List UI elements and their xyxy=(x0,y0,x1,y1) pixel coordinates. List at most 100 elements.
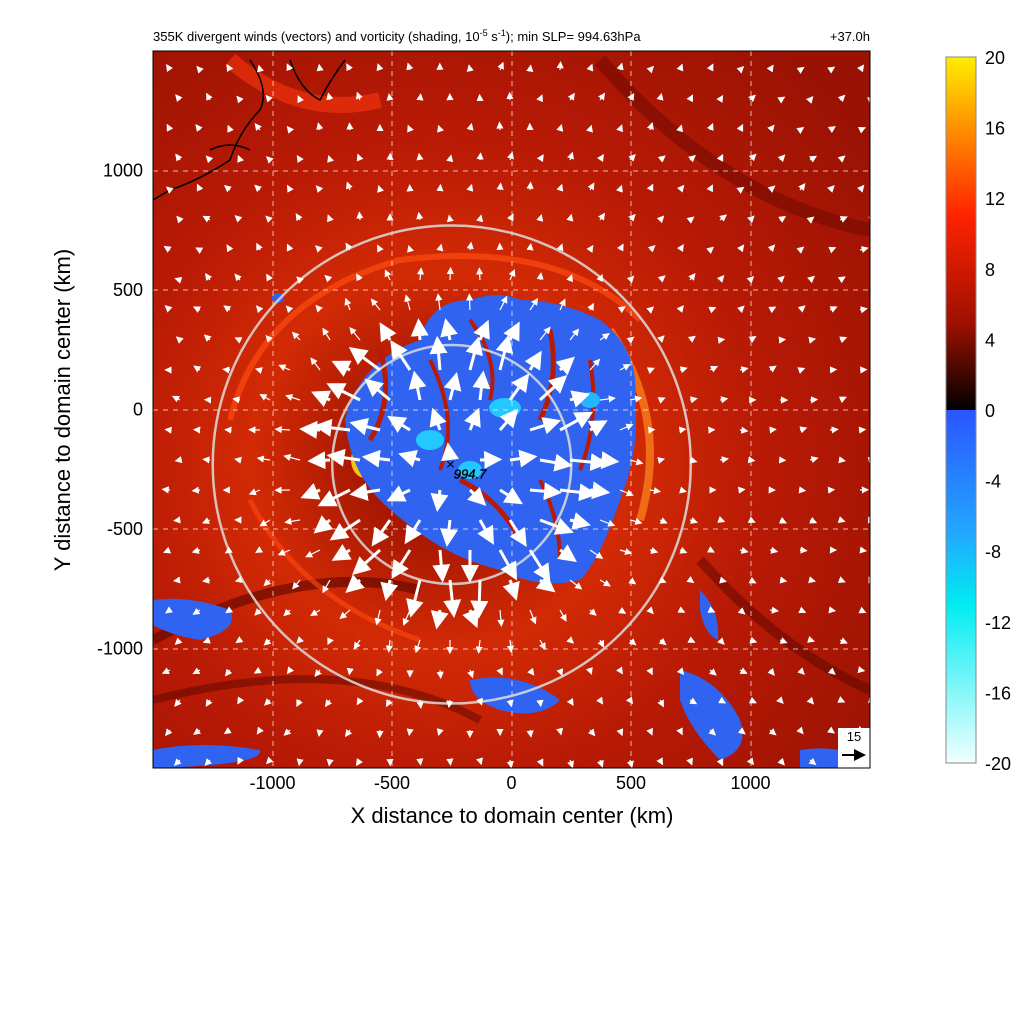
wind-vector xyxy=(859,546,868,554)
x-axis-label: X distance to domain center (km) xyxy=(351,803,674,828)
wind-vector xyxy=(390,339,412,371)
wind-vector xyxy=(649,487,662,495)
wind-vector xyxy=(193,727,202,735)
wind-vector xyxy=(807,275,815,284)
wind-vector xyxy=(264,698,272,706)
wind-vector xyxy=(627,92,635,101)
wind-vector xyxy=(322,579,331,594)
wind-vector xyxy=(676,727,683,736)
wind-vector xyxy=(263,638,272,646)
wind-vector xyxy=(626,336,635,344)
wind-vector xyxy=(838,396,847,404)
wind-vector xyxy=(868,216,870,224)
wind-vector xyxy=(748,153,757,162)
wind-vector xyxy=(391,549,412,580)
wind-vector xyxy=(175,336,184,344)
wind-vector xyxy=(556,243,564,252)
wind-vector xyxy=(857,126,866,134)
wind-vector xyxy=(300,482,321,500)
wind-vector xyxy=(529,417,562,435)
wind-vector xyxy=(498,549,518,581)
wind-vector xyxy=(234,273,242,282)
colorbar: 20 16 12 8 4 0 -4 -8 -12 -16 -20 xyxy=(945,48,1011,774)
wind-vector xyxy=(496,667,503,676)
wind-vector xyxy=(599,451,620,470)
wind-vector xyxy=(376,668,384,677)
wind-vector xyxy=(689,697,698,705)
wind-vector xyxy=(599,579,611,587)
wind-vector xyxy=(508,519,527,547)
wind-vector xyxy=(192,306,201,313)
y-tick-label: -500 xyxy=(107,519,143,539)
wind-vector xyxy=(346,667,354,676)
wind-vector xyxy=(569,390,591,408)
wind-vector xyxy=(384,269,392,281)
wind-vector xyxy=(498,408,519,431)
wind-vector xyxy=(206,92,213,101)
wind-vector xyxy=(827,126,836,134)
wind-vector xyxy=(259,394,271,401)
colorbar-negative xyxy=(946,410,976,763)
wind-vector xyxy=(739,426,749,434)
wind-vector xyxy=(556,183,564,192)
wind-vector xyxy=(361,449,391,468)
wind-vector xyxy=(778,336,787,344)
wind-vector xyxy=(173,516,181,524)
wind-vector xyxy=(234,576,243,583)
wind-vector xyxy=(679,546,688,554)
wind-vector xyxy=(364,378,391,402)
wind-vector xyxy=(201,517,211,524)
wind-vector xyxy=(446,266,454,281)
wind-vector xyxy=(869,155,870,163)
wind-vector xyxy=(316,63,324,72)
wind-vector xyxy=(869,637,870,644)
wind-vector xyxy=(597,639,605,648)
wind-vector xyxy=(567,92,575,101)
wind-vector xyxy=(708,668,717,676)
wind-vector xyxy=(649,546,659,554)
wind-vector xyxy=(867,456,870,464)
wind-vector xyxy=(809,396,819,404)
wind-vector xyxy=(203,334,212,342)
wind-vector xyxy=(767,667,775,676)
wind-vector xyxy=(779,637,788,644)
wind-vector xyxy=(559,609,567,622)
wind-vector xyxy=(737,727,746,735)
wind-vector xyxy=(646,183,654,192)
wind-vector xyxy=(315,245,323,253)
wind-vector xyxy=(679,366,688,374)
wind-vector xyxy=(226,63,234,72)
wind-vector xyxy=(628,577,637,585)
wind-vector xyxy=(686,216,695,224)
wind-vector xyxy=(646,65,655,74)
wind-vector xyxy=(619,489,634,497)
plot-area: × 994.7 15 xyxy=(153,51,870,768)
wind-vector xyxy=(587,420,608,437)
wind-vector xyxy=(349,326,361,341)
wind-vector xyxy=(446,154,454,163)
wind-vector xyxy=(307,451,331,470)
wind-vector xyxy=(616,728,624,737)
wind-vector xyxy=(175,153,183,162)
wind-vector xyxy=(566,213,574,222)
wind-vector xyxy=(556,61,564,71)
wind-vector xyxy=(174,698,182,707)
colorbar-tick-label: 20 xyxy=(985,48,1005,68)
wind-vector xyxy=(616,124,623,133)
wind-vector xyxy=(476,757,483,766)
wind-vector xyxy=(386,485,411,502)
wind-vector xyxy=(566,698,574,707)
wind-vector xyxy=(161,667,171,675)
wind-vector xyxy=(265,756,274,765)
colorbar-tick-label: 4 xyxy=(985,330,995,350)
wind-vector xyxy=(526,181,534,191)
wind-vector xyxy=(598,92,606,101)
wind-vector xyxy=(265,215,273,224)
wind-vector xyxy=(237,756,244,765)
wind-vector xyxy=(768,728,777,736)
wind-vector xyxy=(502,579,520,601)
wind-vector xyxy=(569,579,583,590)
wind-vector xyxy=(237,696,245,705)
wind-vector xyxy=(657,699,664,708)
wind-vector xyxy=(259,519,271,527)
